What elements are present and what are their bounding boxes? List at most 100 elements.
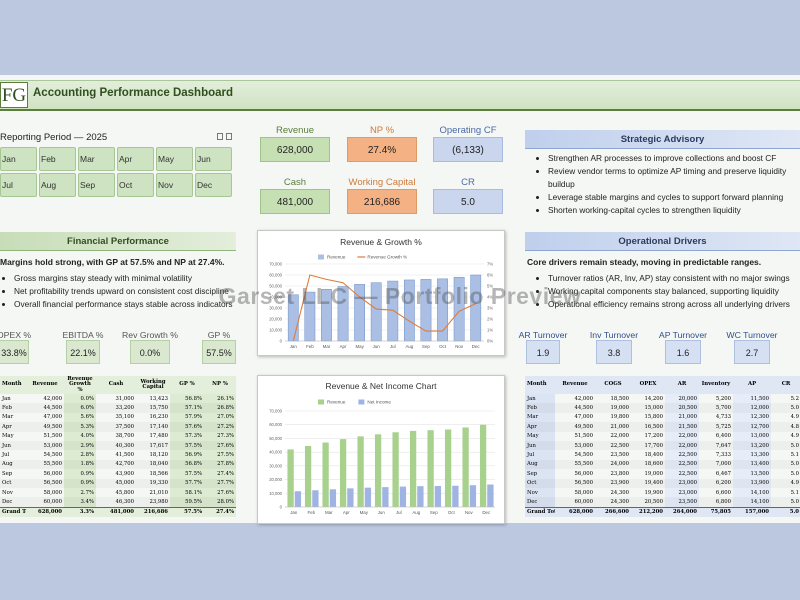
table-cell: 47,000 <box>574 414 593 421</box>
table-cell: 17,200 <box>644 433 663 440</box>
table-cell: 27.4% <box>217 470 234 477</box>
table-cell: 41,500 <box>115 452 134 459</box>
bar <box>479 424 487 507</box>
table-cell: Dec <box>527 498 538 505</box>
slicer-icons[interactable] <box>217 133 233 141</box>
table-cell: 42,000 <box>574 395 593 402</box>
header-cell: Month <box>527 381 547 388</box>
table-cell: 5,700 <box>715 405 731 412</box>
month-button[interactable]: Jan <box>0 147 37 171</box>
header-cell: NP % <box>212 381 228 388</box>
header-cell: Revenue <box>32 381 58 388</box>
x-tick-label: Feb <box>306 344 314 349</box>
table-cell: 16,500 <box>644 423 663 430</box>
legend-swatch <box>318 254 324 260</box>
month-button[interactable]: Jun <box>195 147 232 171</box>
table-cell: 20,500 <box>644 498 663 505</box>
table-cell: 43,900 <box>115 470 134 477</box>
y-tick-label: 40,000 <box>269 450 282 455</box>
table-row: Dec 60,000 24,300 20,500 23,500 6,800 14,100 5.… <box>525 497 800 507</box>
month-button[interactable]: May <box>156 147 193 171</box>
table-cell: 27.6% <box>217 442 234 449</box>
table-body: Jan 42,000 18,500 14,200 20,000 5,200 11,500 5.… <box>525 394 800 507</box>
table-cell: 14,200 <box>644 395 663 402</box>
ratio-label: OPEX % <box>0 330 32 340</box>
month-button[interactable]: Mar <box>78 147 115 171</box>
table-cell: 5,725 <box>715 423 731 430</box>
table-cell: Jul <box>527 452 535 459</box>
table-cell: Oct <box>527 480 537 487</box>
table-cell: 31,000 <box>115 395 134 402</box>
table-row: Dec 60,000 3.4% 46,300 23,980 59.5% 28.0% <box>0 497 236 507</box>
table-cell: 13,000 <box>750 433 769 440</box>
bar <box>357 436 364 507</box>
bullet: Shorten working-capital cycles to streng… <box>548 204 800 217</box>
y-tick-label: 60,000 <box>269 422 282 427</box>
table-row: Aug 55,500 24,000 18,600 22,500 7,000 13,400 5.… <box>525 460 800 469</box>
table-cell: 18,500 <box>610 395 629 402</box>
y2-tick-label: 0% <box>487 339 493 344</box>
month-button[interactable]: Dec <box>195 173 232 197</box>
table-cell: 12,700 <box>750 423 769 430</box>
y-tick-label: 20,000 <box>269 477 282 482</box>
table-cell: 5.6% <box>80 414 94 421</box>
x-tick-label: Dec <box>472 344 481 349</box>
ratio-label: AP Turnover <box>658 330 708 340</box>
table-cell: 26.1% <box>217 395 234 402</box>
y-tick-label: 40,000 <box>269 295 282 300</box>
table-cell: 1.8% <box>80 461 94 468</box>
total-cell: 3.3% <box>64 506 96 518</box>
month-button[interactable]: Sep <box>78 173 115 197</box>
month-button[interactable]: Feb <box>39 147 76 171</box>
header-cell: AR <box>677 381 687 388</box>
table-row: Jul 54,500 23,500 18,400 22,500 7,333 13,300 5.… <box>525 450 800 459</box>
y-tick-label: 20,000 <box>269 317 282 322</box>
table-cell: 13,900 <box>750 480 769 487</box>
header-row: Month Revenue Revenue Growth % Cash Working … <box>0 376 236 394</box>
table-cell: Apr <box>2 423 12 430</box>
table-cell: 57.1% <box>185 405 202 412</box>
month-button[interactable]: Apr <box>117 147 154 171</box>
table-cell: 53,000 <box>574 442 593 449</box>
header-cell: OPEX <box>639 381 657 388</box>
y-tick-label: 60,000 <box>269 273 282 278</box>
header-cell: Revenue Growth % <box>67 376 93 393</box>
header-bar <box>0 80 800 111</box>
kpi-label: Working Capital <box>348 177 416 188</box>
y-tick-label: 70,000 <box>269 409 282 414</box>
ratio-value: 3.8 <box>596 340 632 364</box>
x-tick-label: Mar <box>325 510 333 515</box>
table-row: Jun 53,000 22,500 17,700 22,000 7,647 13,200 5.… <box>525 441 800 450</box>
month-button[interactable]: Aug <box>39 173 76 197</box>
watermark: Garset LLC — Portfolio Preview <box>218 283 582 309</box>
ratio-value: 1.9 <box>526 340 560 364</box>
table-cell: 2.8% <box>80 452 94 459</box>
table-cell: 4.0% <box>80 433 94 440</box>
table-head: Month Revenue COGS OPEX AR Inventory AP CR <box>525 376 800 394</box>
table-cell: 54,500 <box>43 452 62 459</box>
table-cell: Nov <box>2 489 13 496</box>
total-cell: 264,000 <box>665 506 699 518</box>
month-button[interactable]: Nov <box>156 173 193 197</box>
table-cell: 6,600 <box>715 489 731 496</box>
table-row: Feb 44,500 19,000 15,000 20,500 5,700 12,000 5.… <box>525 403 800 412</box>
table-cell: 22,500 <box>678 461 697 468</box>
table-cell: 13,500 <box>750 470 769 477</box>
table-cell: 45,000 <box>115 480 134 487</box>
x-tick-label: Aug <box>412 510 420 515</box>
month-button[interactable]: Jul <box>0 173 37 197</box>
x-tick-label: Jan <box>290 344 298 349</box>
bar <box>364 487 372 507</box>
table-cell: 5.2 <box>790 395 799 402</box>
table-cell: 20,500 <box>678 405 697 412</box>
table-cell: 59.5% <box>185 498 202 505</box>
x-tick-label: Jun <box>373 344 381 349</box>
table-cell: Nov <box>527 489 538 496</box>
table-cell: 14,100 <box>750 498 769 505</box>
bullet: Turnover ratios (AR, Inv, AP) stay consi… <box>548 272 800 285</box>
y-tick-label: 0 <box>280 339 283 344</box>
table-cell: 17,480 <box>149 433 168 440</box>
line <box>292 274 476 342</box>
table-cell: 38,700 <box>115 433 134 440</box>
month-button[interactable]: Oct <box>117 173 154 197</box>
